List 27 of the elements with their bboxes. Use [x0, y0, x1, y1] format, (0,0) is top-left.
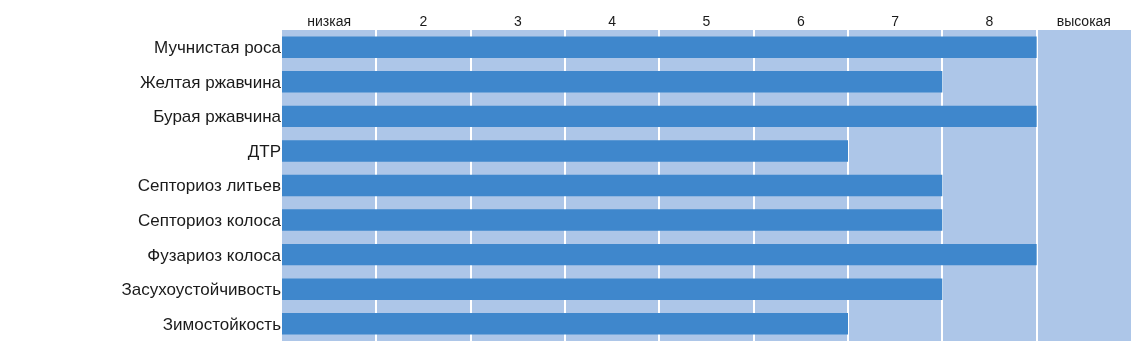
bar — [282, 313, 848, 335]
bar — [282, 174, 943, 197]
y-tick-label: Зимостойкость — [162, 314, 282, 334]
bar — [282, 36, 1037, 58]
x-tick-label: 2 — [419, 13, 428, 30]
y-tick-label: Желтая ржавчина — [139, 72, 282, 92]
x-tick-label: 5 — [702, 13, 711, 30]
y-tick-label: Бурая ржавчина — [153, 107, 282, 127]
x-tick-label: 6 — [796, 13, 805, 30]
x-tick-label: 4 — [608, 13, 617, 30]
bar — [282, 243, 1037, 266]
x-tick-label: высокая — [1056, 13, 1111, 30]
bar — [282, 278, 943, 300]
y-tick-label: Засухоустойчивость — [121, 280, 282, 300]
x-tick-label: низкая — [307, 13, 352, 30]
x-tick-label: 3 — [513, 13, 522, 30]
y-tick-label: Септориоз колоса — [138, 211, 282, 231]
bar — [282, 140, 848, 162]
y-tick-label: Фузариоз колоса — [147, 245, 282, 265]
bar — [282, 209, 943, 231]
y-tick-label: Септориоз литьев — [137, 176, 281, 196]
x-tick-label: 7 — [891, 13, 900, 30]
y-tick-label: Мучнистая роса — [154, 38, 282, 58]
bar — [282, 105, 1037, 128]
y-tick-label: ДТР — [247, 141, 281, 161]
bar — [282, 71, 943, 93]
x-tick-label: 8 — [985, 13, 994, 30]
